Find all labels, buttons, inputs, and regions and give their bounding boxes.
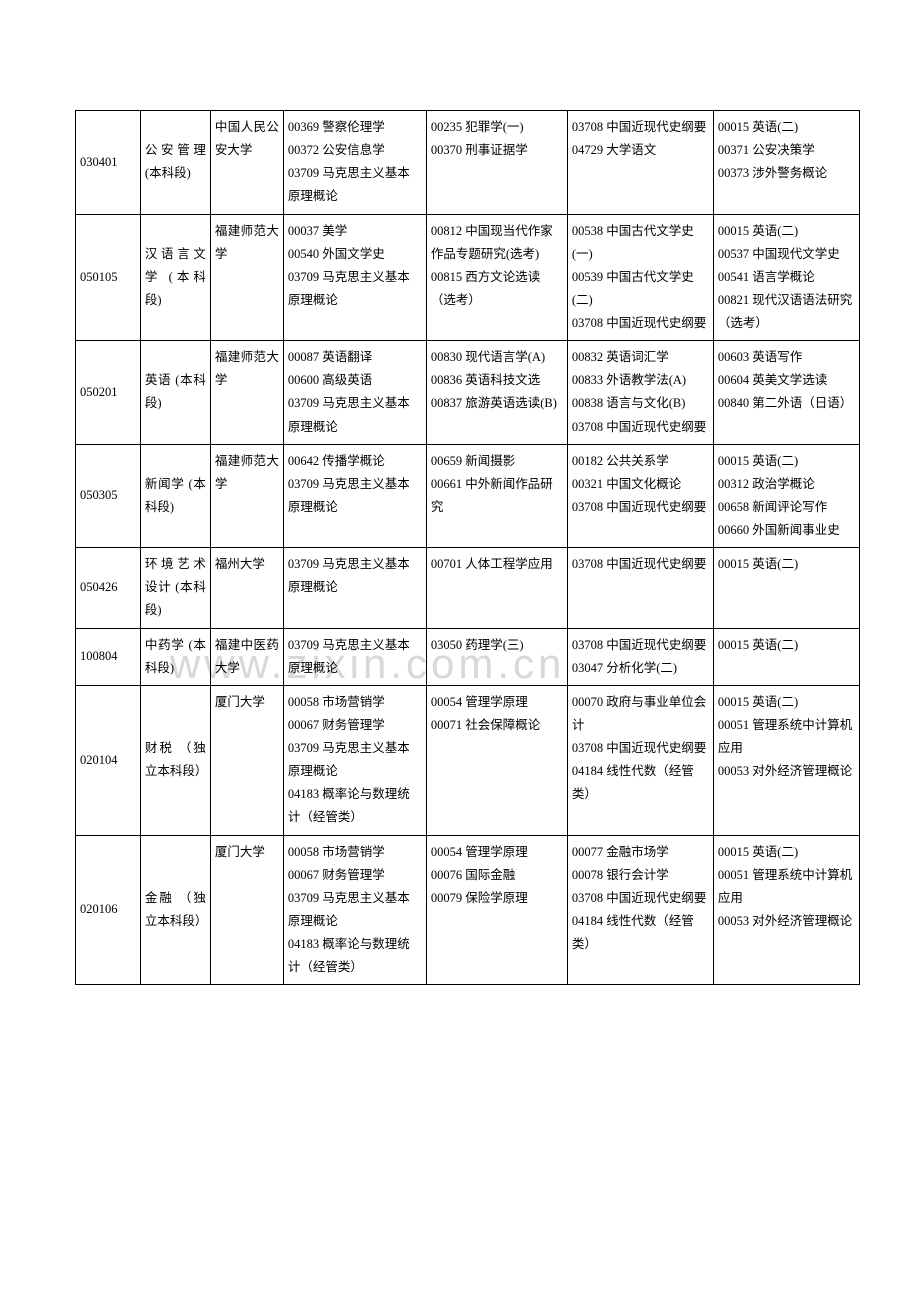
school-name: 厦门大学 — [210, 685, 283, 835]
course-col-3: 00070 政府与事业单位会计03708 中国近现代史纲要04184 线性代数（… — [567, 685, 713, 835]
course-col-1: 03709 马克思主义基本原理概论 — [283, 628, 426, 685]
school-name: 厦门大学 — [210, 835, 283, 985]
major-name: 金融 （独立本科段） — [140, 835, 210, 985]
course-col-2: 00830 现代语言学(A)00836 英语科技文选00837 旅游英语选读(B… — [426, 341, 567, 445]
course-col-4: 00015 英语(二)00537 中国现代文学史00541 语言学概论00821… — [713, 214, 859, 341]
course-col-1: 03709 马克思主义基本原理概论 — [283, 548, 426, 628]
table-row: 030401公安管理 (本科段)中国人民公安大学00369 警察伦理学00372… — [76, 111, 860, 215]
major-code: 050105 — [76, 214, 141, 341]
course-col-3: 00832 英语词汇学00833 外语教学法(A)00838 语言与文化(B)0… — [567, 341, 713, 445]
table-row: 050305新闻学 (本科段)福建师范大学00642 传播学概论03709 马克… — [76, 444, 860, 548]
major-name: 汉语言文学 (本科段) — [140, 214, 210, 341]
major-name: 英语 (本科段) — [140, 341, 210, 445]
course-col-2: 00812 中国现当代作家作品专题研究(选考)00815 西方文论选读（选考） — [426, 214, 567, 341]
major-code: 050426 — [76, 548, 141, 628]
major-name: 公安管理 (本科段) — [140, 111, 210, 215]
table-row: 050201英语 (本科段)福建师范大学00087 英语翻译00600 高级英语… — [76, 341, 860, 445]
course-col-2: 00701 人体工程学应用 — [426, 548, 567, 628]
major-code: 100804 — [76, 628, 141, 685]
course-col-3: 03708 中国近现代史纲要03047 分析化学(二) — [567, 628, 713, 685]
table-row: 100804中药学 (本科段)福建中医药大学03709 马克思主义基本原理概论0… — [76, 628, 860, 685]
major-name: 财税 （独立本科段） — [140, 685, 210, 835]
course-col-3: 03708 中国近现代史纲要04729 大学语文 — [567, 111, 713, 215]
major-name: 环境艺术设计 (本科段) — [140, 548, 210, 628]
table-row: 020106金融 （独立本科段）厦门大学00058 市场营销学00067 财务管… — [76, 835, 860, 985]
course-col-2: 00054 管理学原理00076 国际金融00079 保险学原理 — [426, 835, 567, 985]
course-col-3: 03708 中国近现代史纲要 — [567, 548, 713, 628]
table-row: 020104财税 （独立本科段）厦门大学00058 市场营销学00067 财务管… — [76, 685, 860, 835]
course-col-1: 00037 美学00540 外国文学史03709 马克思主义基本原理概论 — [283, 214, 426, 341]
course-col-4: 00015 英语(二) — [713, 628, 859, 685]
table-row: 050426环境艺术设计 (本科段)福州大学03709 马克思主义基本原理概论0… — [76, 548, 860, 628]
course-col-3: 00077 金融市场学00078 银行会计学03708 中国近现代史纲要0418… — [567, 835, 713, 985]
course-col-4: 00015 英语(二)00051 管理系统中计算机应用00053 对外经济管理概… — [713, 835, 859, 985]
table-row: 050105汉语言文学 (本科段)福建师范大学00037 美学00540 外国文… — [76, 214, 860, 341]
course-col-1: 00642 传播学概论03709 马克思主义基本原理概论 — [283, 444, 426, 548]
course-col-4: 00015 英语(二)00312 政治学概论00658 新闻评论写作00660 … — [713, 444, 859, 548]
course-col-1: 00369 警察伦理学00372 公安信息学03709 马克思主义基本原理概论 — [283, 111, 426, 215]
major-code: 020106 — [76, 835, 141, 985]
major-code: 020104 — [76, 685, 141, 835]
course-col-3: 00182 公共关系学00321 中国文化概论03708 中国近现代史纲要 — [567, 444, 713, 548]
course-col-2: 00659 新闻摄影00661 中外新闻作品研究 — [426, 444, 567, 548]
major-name: 中药学 (本科段) — [140, 628, 210, 685]
course-col-1: 00058 市场营销学00067 财务管理学03709 马克思主义基本原理概论0… — [283, 685, 426, 835]
schedule-table: 030401公安管理 (本科段)中国人民公安大学00369 警察伦理学00372… — [75, 110, 860, 985]
course-col-2: 03050 药理学(三) — [426, 628, 567, 685]
school-name: 中国人民公安大学 — [210, 111, 283, 215]
school-name: 福建师范大学 — [210, 444, 283, 548]
major-code: 050305 — [76, 444, 141, 548]
course-col-4: 00015 英语(二)00051 管理系统中计算机应用00053 对外经济管理概… — [713, 685, 859, 835]
course-col-1: 00087 英语翻译00600 高级英语03709 马克思主义基本原理概论 — [283, 341, 426, 445]
school-name: 福建师范大学 — [210, 214, 283, 341]
course-col-4: 00603 英语写作00604 英美文学选读00840 第二外语（日语） — [713, 341, 859, 445]
major-code: 050201 — [76, 341, 141, 445]
course-col-2: 00054 管理学原理00071 社会保障概论 — [426, 685, 567, 835]
course-col-3: 00538 中国古代文学史(一)00539 中国古代文学史(二)03708 中国… — [567, 214, 713, 341]
course-col-4: 00015 英语(二)00371 公安决策学00373 涉外警务概论 — [713, 111, 859, 215]
school-name: 福建中医药大学 — [210, 628, 283, 685]
major-name: 新闻学 (本科段) — [140, 444, 210, 548]
school-name: 福州大学 — [210, 548, 283, 628]
course-col-4: 00015 英语(二) — [713, 548, 859, 628]
course-col-2: 00235 犯罪学(一)00370 刑事证据学 — [426, 111, 567, 215]
major-code: 030401 — [76, 111, 141, 215]
school-name: 福建师范大学 — [210, 341, 283, 445]
course-col-1: 00058 市场营销学00067 财务管理学03709 马克思主义基本原理概论0… — [283, 835, 426, 985]
